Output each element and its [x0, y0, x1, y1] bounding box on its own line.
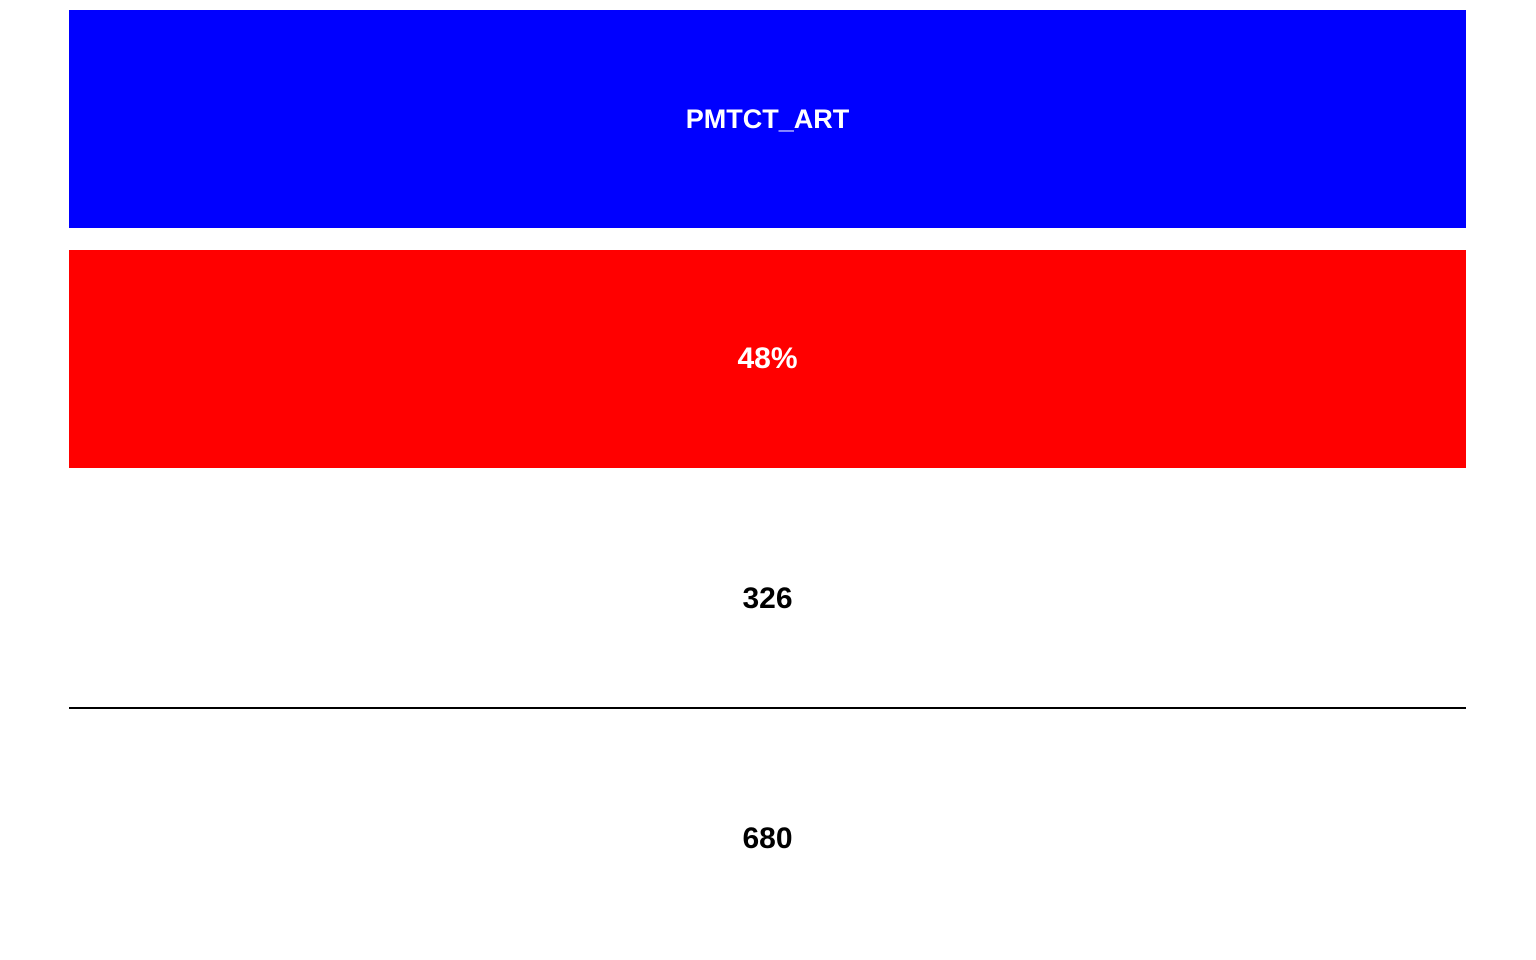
achievement-percent-panel: 48% [69, 250, 1466, 468]
indicator-name: PMTCT_ART [685, 103, 850, 134]
numerator-value: 326 [742, 582, 793, 615]
numerator-panel: 326 [69, 490, 1466, 708]
denominator-panel: 680 [69, 730, 1466, 948]
denominator-value: 680 [742, 822, 793, 855]
fraction-divider [69, 707, 1466, 709]
achievement-percent: 48% [737, 342, 798, 375]
indicator-name-panel: PMTCT_ART [69, 10, 1466, 228]
